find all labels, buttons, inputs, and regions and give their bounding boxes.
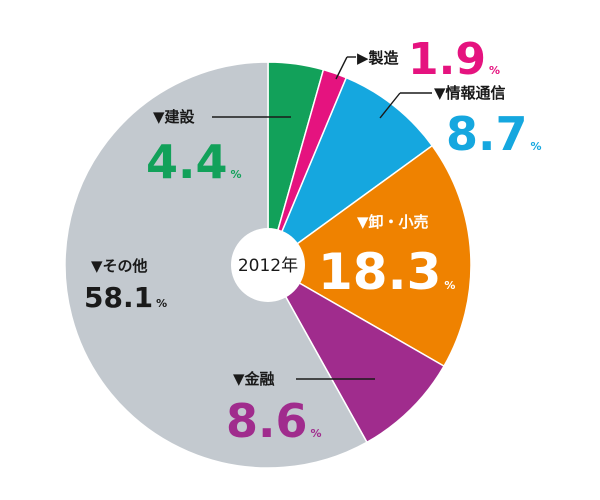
leader-lines: [212, 56, 432, 380]
retail-label: ▼卸・小売: [357, 213, 429, 231]
ict-value: 8.7%: [446, 107, 542, 161]
manufacturing-label: ▶製造: [357, 49, 399, 67]
pie-slice-4: [266, 263, 446, 444]
leader-ict: [379, 92, 401, 119]
center-year-label: 2012年: [238, 256, 298, 276]
pie-slice-2: [266, 76, 434, 268]
center-hole: [231, 228, 305, 302]
other-value: 58.1%: [84, 281, 167, 314]
construction-value: 4.4%: [146, 135, 242, 189]
ict-label: ▼情報通信: [434, 84, 506, 102]
manufacturing-value: 1.9%: [408, 34, 500, 85]
finance-value: 8.6%: [226, 394, 322, 448]
pie-slice-5: [64, 61, 368, 469]
construction-label: ▼建設: [153, 108, 196, 126]
pie-slice-3: [266, 144, 472, 368]
leader-manufacturing: [335, 56, 348, 80]
retail-value: 18.3%: [318, 243, 455, 301]
other-label: ▼その他: [91, 257, 148, 275]
finance-label: ▼金融: [233, 370, 275, 388]
pie-slices: [64, 61, 472, 469]
